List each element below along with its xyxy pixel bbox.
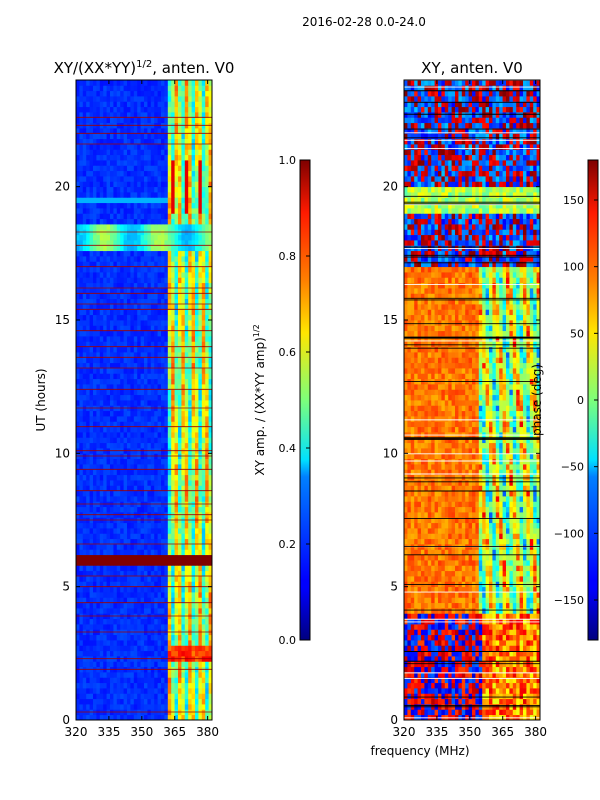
right-ytick-label: 0 [390,713,398,727]
left-ytick-label: 0 [62,713,70,727]
right-xtick-label: 380 [524,725,547,739]
right-colorbar-ticks: −150 −100 −50 0 50 100 150 [554,194,598,607]
left-colorbar-gradient [299,159,311,641]
right-heatmap-panel: XY, anten. V0 320 335 350 365 380 0 5 10 15 20 [383,59,547,739]
right-colorbar-label: phase (deg) [530,364,544,436]
right-ytick-label: 10 [383,446,398,460]
left-ytick-label: 20 [55,180,70,194]
right-ytick-label: 20 [383,180,398,194]
right-cb-tick-label: −150 [554,594,584,607]
left-cb-label-sup: 1/2 [252,324,261,337]
left-title-main: XY/(XX*YY) [54,59,137,77]
right-xtick-label: 350 [458,725,481,739]
left-ytick-label: 15 [55,313,70,327]
left-cb-tick-label: 0.2 [279,538,297,551]
right-xticks: 320 335 350 365 380 [393,80,547,739]
shared-xlabel: frequency (MHz) [370,744,469,758]
left-cb-tick-label: 0.6 [279,346,297,359]
right-xtick-label: 320 [393,725,416,739]
left-cb-tick-label: 1.0 [279,154,297,167]
left-ytick-label: 5 [62,580,70,594]
right-cb-tick-label: 50 [570,327,584,340]
right-ytick-label: 15 [383,313,398,327]
right-cb-tick-label: −50 [561,461,584,474]
left-yticks: 0 5 10 15 20 [55,180,212,727]
left-cb-tick-label: 0.4 [279,442,297,455]
left-cb-tick-label: 0.0 [279,634,297,647]
left-plot-frame [75,79,213,721]
left-cb-tick-label: 0.8 [279,250,297,263]
figure-suptitle: 2016-02-28 0.0-24.0 [302,15,426,29]
left-ylabel: UT (hours) [34,368,48,431]
right-panel-title: XY, anten. V0 [421,59,523,77]
left-xticks: 320 335 350 365 380 [65,80,219,739]
right-colorbar: −150 −100 −50 0 50 100 150 phase (deg) [530,159,599,641]
right-plot-frame [403,79,541,721]
left-ytick-label: 10 [55,446,70,460]
left-title-suffix: , anten. V0 [152,59,234,77]
right-xtick-label: 365 [491,725,514,739]
right-xtick-label: 335 [425,725,448,739]
left-cb-label-main: XY amp. / (XX*YY amp) [253,337,267,475]
left-xtick-label: 335 [97,725,120,739]
left-heatmap-panel: XY/(XX*YY)1/2, anten. V0 320 335 350 365 380… [34,59,234,739]
left-xtick-label: 380 [196,725,219,739]
left-colorbar-label: XY amp. / (XX*YY amp)1/2 [252,324,267,475]
right-cb-tick-label: 0 [577,394,584,407]
left-xtick-label: 320 [65,725,88,739]
left-title-sup: 1/2 [136,59,152,70]
right-heatmap-cells [404,80,540,720]
left-panel-title: XY/(XX*YY)1/2, anten. V0 [54,59,235,77]
left-xtick-label: 365 [163,725,186,739]
left-heatmap-cells [76,80,212,720]
right-cb-tick-label: −100 [554,527,584,540]
right-cb-tick-label: 100 [563,261,584,274]
left-colorbar-ticks: 0.0 0.2 0.4 0.6 0.8 1.0 [279,154,310,647]
right-ytick-label: 5 [390,580,398,594]
left-colorbar: 0.0 0.2 0.4 0.6 0.8 1.0 XY amp. / (XX*YY amp)… [252,154,311,647]
right-cb-tick-label: 150 [563,194,584,207]
right-yticks: 0 5 10 15 20 [383,180,540,727]
left-xtick-label: 350 [130,725,153,739]
